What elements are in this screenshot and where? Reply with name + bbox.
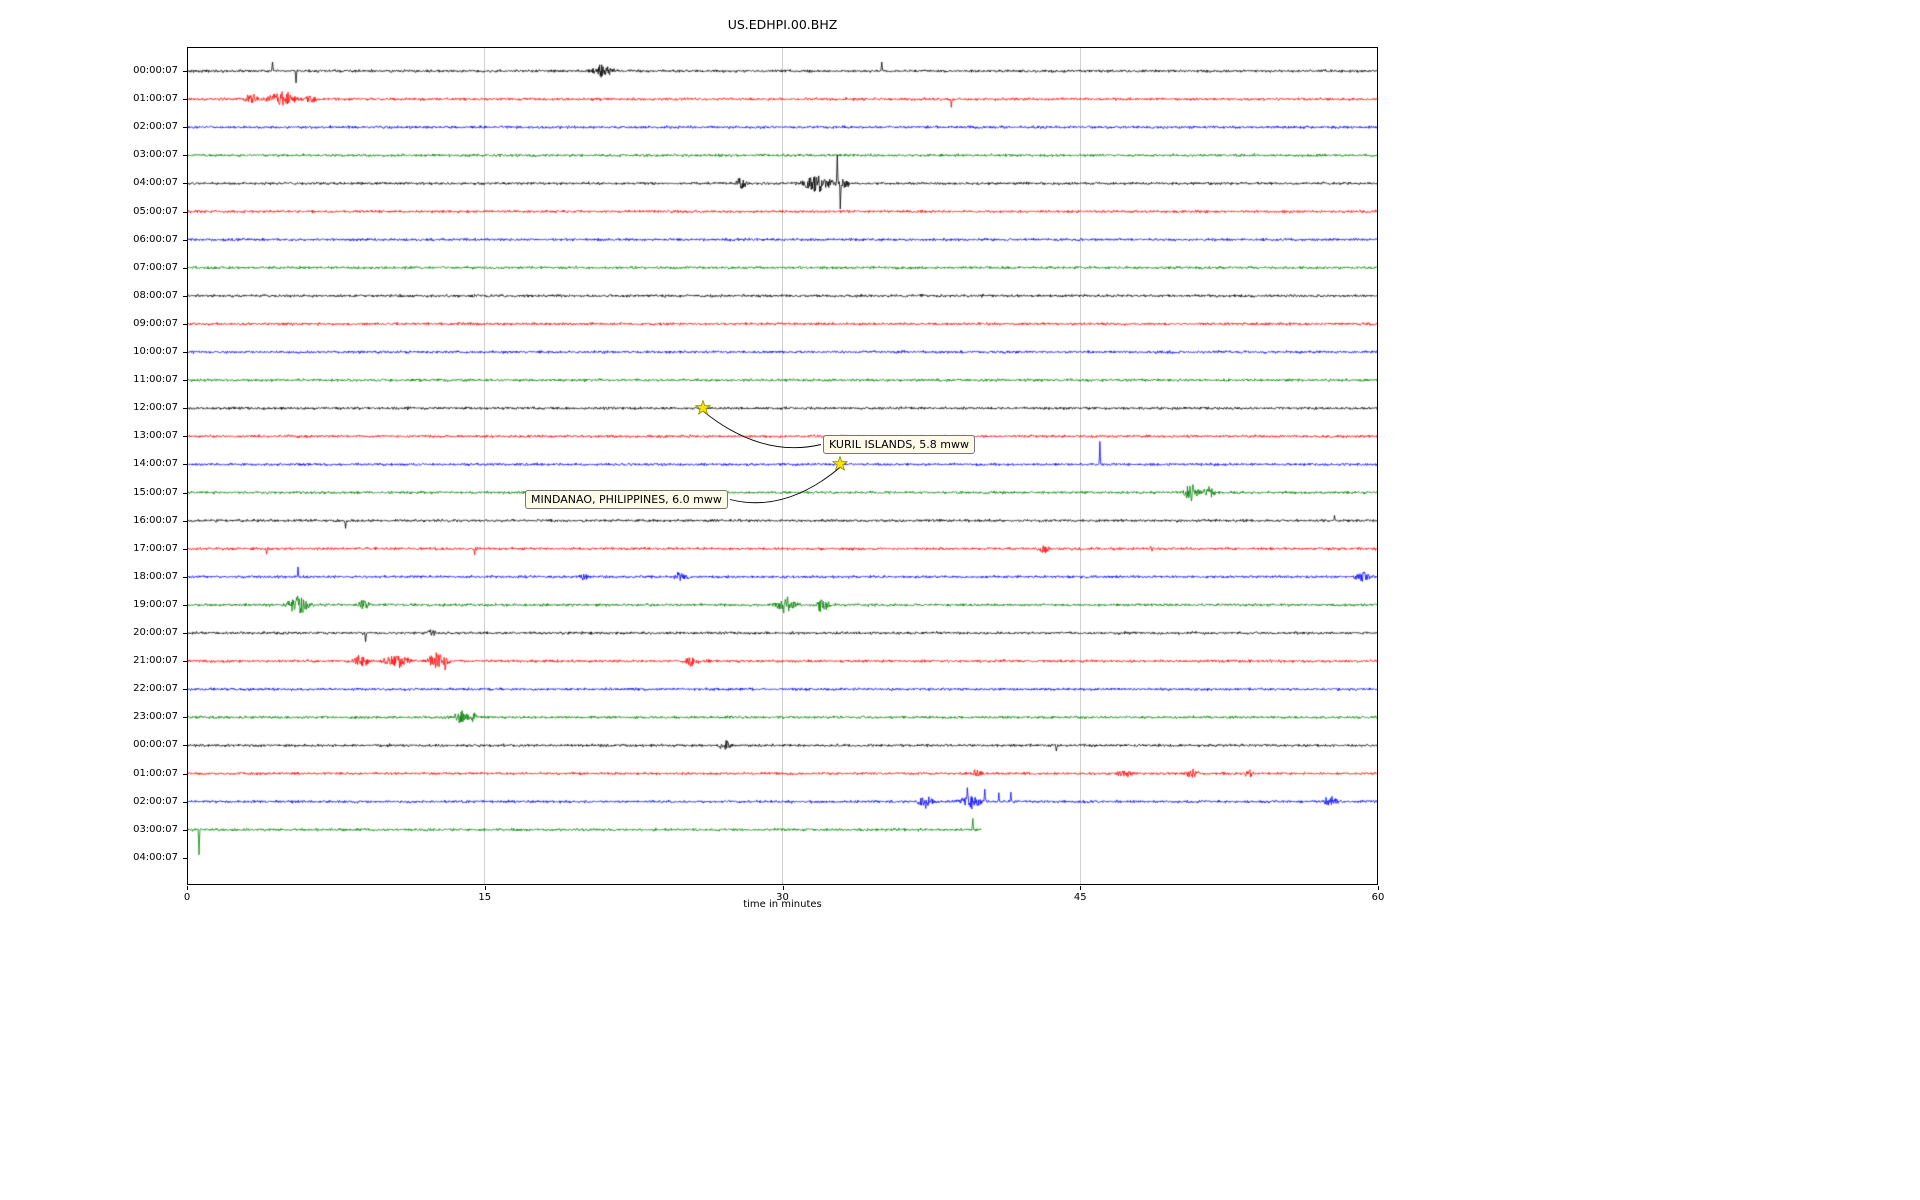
trace-time-label: 01:00:07 [133,93,178,105]
y-tick-mark [183,745,187,747]
trace-time-label: 19:00:07 [133,598,178,610]
plot-area: KURIL ISLANDS, 5.8 mww MINDANAO, PHILIPPI… [187,47,1378,885]
seismogram-canvas [187,47,1378,885]
x-tick-mark [1378,886,1379,890]
y-tick-mark [183,633,187,634]
y-tick-mark [183,717,187,719]
trace-time-label: 03:00:07 [133,149,178,161]
y-tick-mark [183,295,187,297]
event-annotation: KURIL ISLANDS, 5.8 mww [823,435,975,454]
y-tick-mark [183,352,187,353]
y-tick-mark [183,857,187,859]
y-tick-mark [183,661,187,663]
x-tick-mark [1080,886,1082,890]
annotation-connector-line [702,410,822,449]
y-tick-mark [183,436,187,438]
x-tick-label: 30 [776,892,789,903]
x-tick-label: 60 [1371,892,1385,903]
y-tick-mark [183,604,187,606]
y-tick-mark [183,464,187,466]
trace-time-label: 04:00:07 [133,177,178,189]
trace-time-label: 04:00:07 [133,851,178,863]
x-tick-label: 15 [478,892,492,903]
x-tick-mark [484,886,486,890]
x-tick-label: 45 [1073,892,1087,903]
annotation-connector-line [729,467,841,504]
y-tick-mark [183,99,187,101]
y-tick-mark [183,211,187,213]
x-tick-label: 0 [183,892,191,903]
trace-time-label: 17:00:07 [133,542,178,554]
trace-time-label: 00:00:07 [133,739,178,751]
y-tick-mark [183,127,187,129]
event-annotation: MINDANAO, PHILIPPINES, 6.0 mww [525,490,728,509]
trace-time-label: 20:00:07 [133,627,178,638]
trace-time-label: 02:00:07 [133,795,178,807]
trace-time-label: 02:00:07 [133,121,178,133]
y-tick-mark [183,239,187,241]
x-tick-mark [187,886,188,890]
trace-time-label: 01:00:07 [133,767,178,779]
trace-time-label: 12:00:07 [133,402,178,414]
trace-time-label: 16:00:07 [133,514,178,526]
y-tick-mark [183,689,187,691]
trace-time-label: 22:00:07 [133,683,178,695]
trace-time-label: 15:00:07 [133,486,178,498]
trace-time-label: 09:00:07 [133,317,178,329]
x-axis-title: time in minutes [743,899,822,910]
y-tick-mark [183,408,187,410]
trace-time-label: 14:00:07 [133,458,178,470]
event-star-icon [832,456,849,472]
y-tick-mark [183,323,187,325]
trace-time-label: 00:00:07 [133,65,178,76]
y-tick-mark [183,71,187,72]
y-tick-mark [183,492,187,494]
x-tick-mark [782,886,784,890]
y-tick-mark [183,548,187,550]
y-tick-mark [183,576,187,578]
trace-time-label: 03:00:07 [133,823,178,835]
trace-time-label: 05:00:07 [133,205,178,217]
trace-time-label: 10:00:07 [133,346,178,357]
event-star-icon [695,400,712,416]
trace-time-label: 06:00:07 [133,233,178,245]
y-tick-mark [183,773,187,775]
trace-time-label: 21:00:07 [133,655,178,667]
trace-time-label: 07:00:07 [133,261,178,273]
y-tick-mark [183,801,187,803]
y-tick-mark [183,155,187,157]
trace-time-label: 11:00:07 [133,374,178,386]
y-tick-mark [183,267,187,269]
trace-time-label: 08:00:07 [133,289,178,301]
trace-time-label: 18:00:07 [133,570,178,582]
page-title: US.EDHPI.00.BHZ [727,17,838,32]
y-tick-mark [183,183,187,185]
y-tick-mark [183,829,187,831]
y-tick-mark [183,380,187,382]
annotation-connectors [702,410,841,504]
y-tick-mark [183,520,187,522]
trace-time-label: 13:00:07 [133,430,178,442]
trace-time-label: 23:00:07 [133,711,178,723]
